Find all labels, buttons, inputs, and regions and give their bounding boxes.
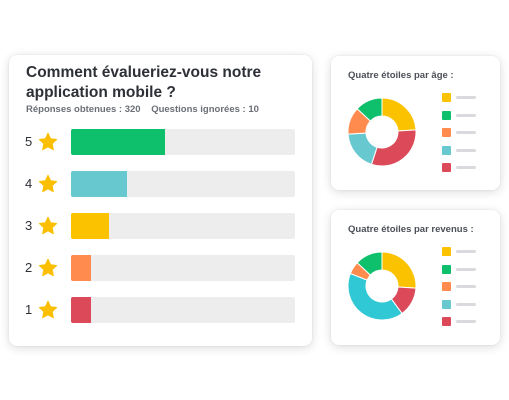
skipped-count: Questions ignorées : 10: [151, 104, 259, 115]
legend-placeholder-line: [456, 250, 476, 253]
legend-placeholder-line: [456, 166, 476, 169]
legend-item: [442, 282, 482, 300]
rating-bar-track: [71, 213, 295, 239]
legend-swatch: [442, 110, 451, 120]
star-icon: [38, 300, 58, 319]
age-donut-chart: [347, 97, 417, 167]
legend-swatch: [442, 282, 451, 291]
star-icon: [38, 216, 58, 235]
revenue-breakdown-card: Quatre étoiles par revenus :: [331, 210, 500, 345]
legend-swatch: [442, 299, 451, 309]
question-title: Comment évalueriez-vous notre applicatio…: [26, 64, 262, 101]
rating-number: 2: [25, 260, 33, 275]
legend-placeholder-line: [456, 131, 476, 134]
rating-row-3: 3: [25, 213, 297, 239]
donut-segment-teal: [347, 132, 378, 165]
age-breakdown-card: Quatre étoiles par âge :: [331, 56, 500, 190]
age-legend: [442, 93, 482, 181]
revenue-donut-chart: [347, 251, 417, 321]
legend-swatch: [442, 264, 451, 274]
rating-bar-track: [71, 297, 295, 323]
rating-number: 5: [25, 134, 33, 149]
donut-segment-green: [356, 97, 383, 122]
rating-row-4: 4: [25, 171, 297, 197]
donut-segment-yellow: [381, 97, 417, 132]
donut-segment-green: [356, 251, 383, 276]
rating-row-1: 1: [25, 297, 297, 323]
donut-segment-yellow: [381, 251, 417, 289]
rating-number: 1: [25, 302, 33, 317]
legend-placeholder-line: [456, 113, 476, 117]
legend-placeholder-line: [456, 96, 476, 99]
legend-item: [442, 145, 482, 164]
responses-count: Réponses obtenues : 320: [26, 104, 141, 115]
donut-segment-cyan: [347, 272, 403, 321]
legend-item: [442, 110, 482, 129]
legend-item: [442, 163, 482, 181]
legend-swatch: [442, 247, 451, 256]
legend-item: [442, 93, 482, 111]
donut-segment-red: [370, 129, 417, 167]
legend-item: [442, 317, 482, 335]
star-icon: [38, 258, 58, 277]
legend-item: [442, 247, 482, 265]
rating-number: 3: [25, 218, 33, 233]
revenue-legend: [442, 247, 482, 335]
legend-swatch: [442, 317, 451, 326]
rating-row-5: 5: [25, 129, 297, 155]
response-stats: Réponses obtenues : 320 Questions ignoré…: [26, 104, 259, 115]
revenue-panel-title: Quatre étoiles par revenus :: [348, 224, 474, 235]
rating-number: 4: [25, 176, 33, 191]
rating-results-card: Comment évalueriez-vous notre applicatio…: [9, 55, 312, 346]
star-icon: [38, 132, 58, 151]
legend-item: [442, 299, 482, 318]
age-panel-title: Quatre étoiles par âge :: [348, 70, 454, 81]
rating-bar-fill: [71, 297, 92, 323]
legend-swatch: [442, 163, 451, 172]
legend-swatch: [442, 93, 451, 102]
rating-bar-track: [71, 171, 295, 197]
legend-placeholder-line: [456, 320, 476, 323]
rating-bar-fill: [71, 213, 110, 239]
legend-placeholder-line: [456, 285, 476, 288]
legend-swatch: [442, 128, 451, 137]
legend-placeholder-line: [456, 267, 476, 271]
rating-bar-track: [71, 255, 295, 281]
legend-item: [442, 264, 482, 283]
legend-placeholder-line: [456, 148, 476, 152]
legend-swatch: [442, 145, 451, 155]
rating-bar-fill: [71, 129, 166, 155]
rating-bar-track: [71, 129, 295, 155]
legend-item: [442, 128, 482, 146]
legend-placeholder-line: [456, 302, 476, 306]
rating-bar-fill: [71, 255, 92, 281]
star-icon: [38, 174, 58, 193]
rating-bar-fill: [71, 171, 127, 197]
rating-row-2: 2: [25, 255, 297, 281]
